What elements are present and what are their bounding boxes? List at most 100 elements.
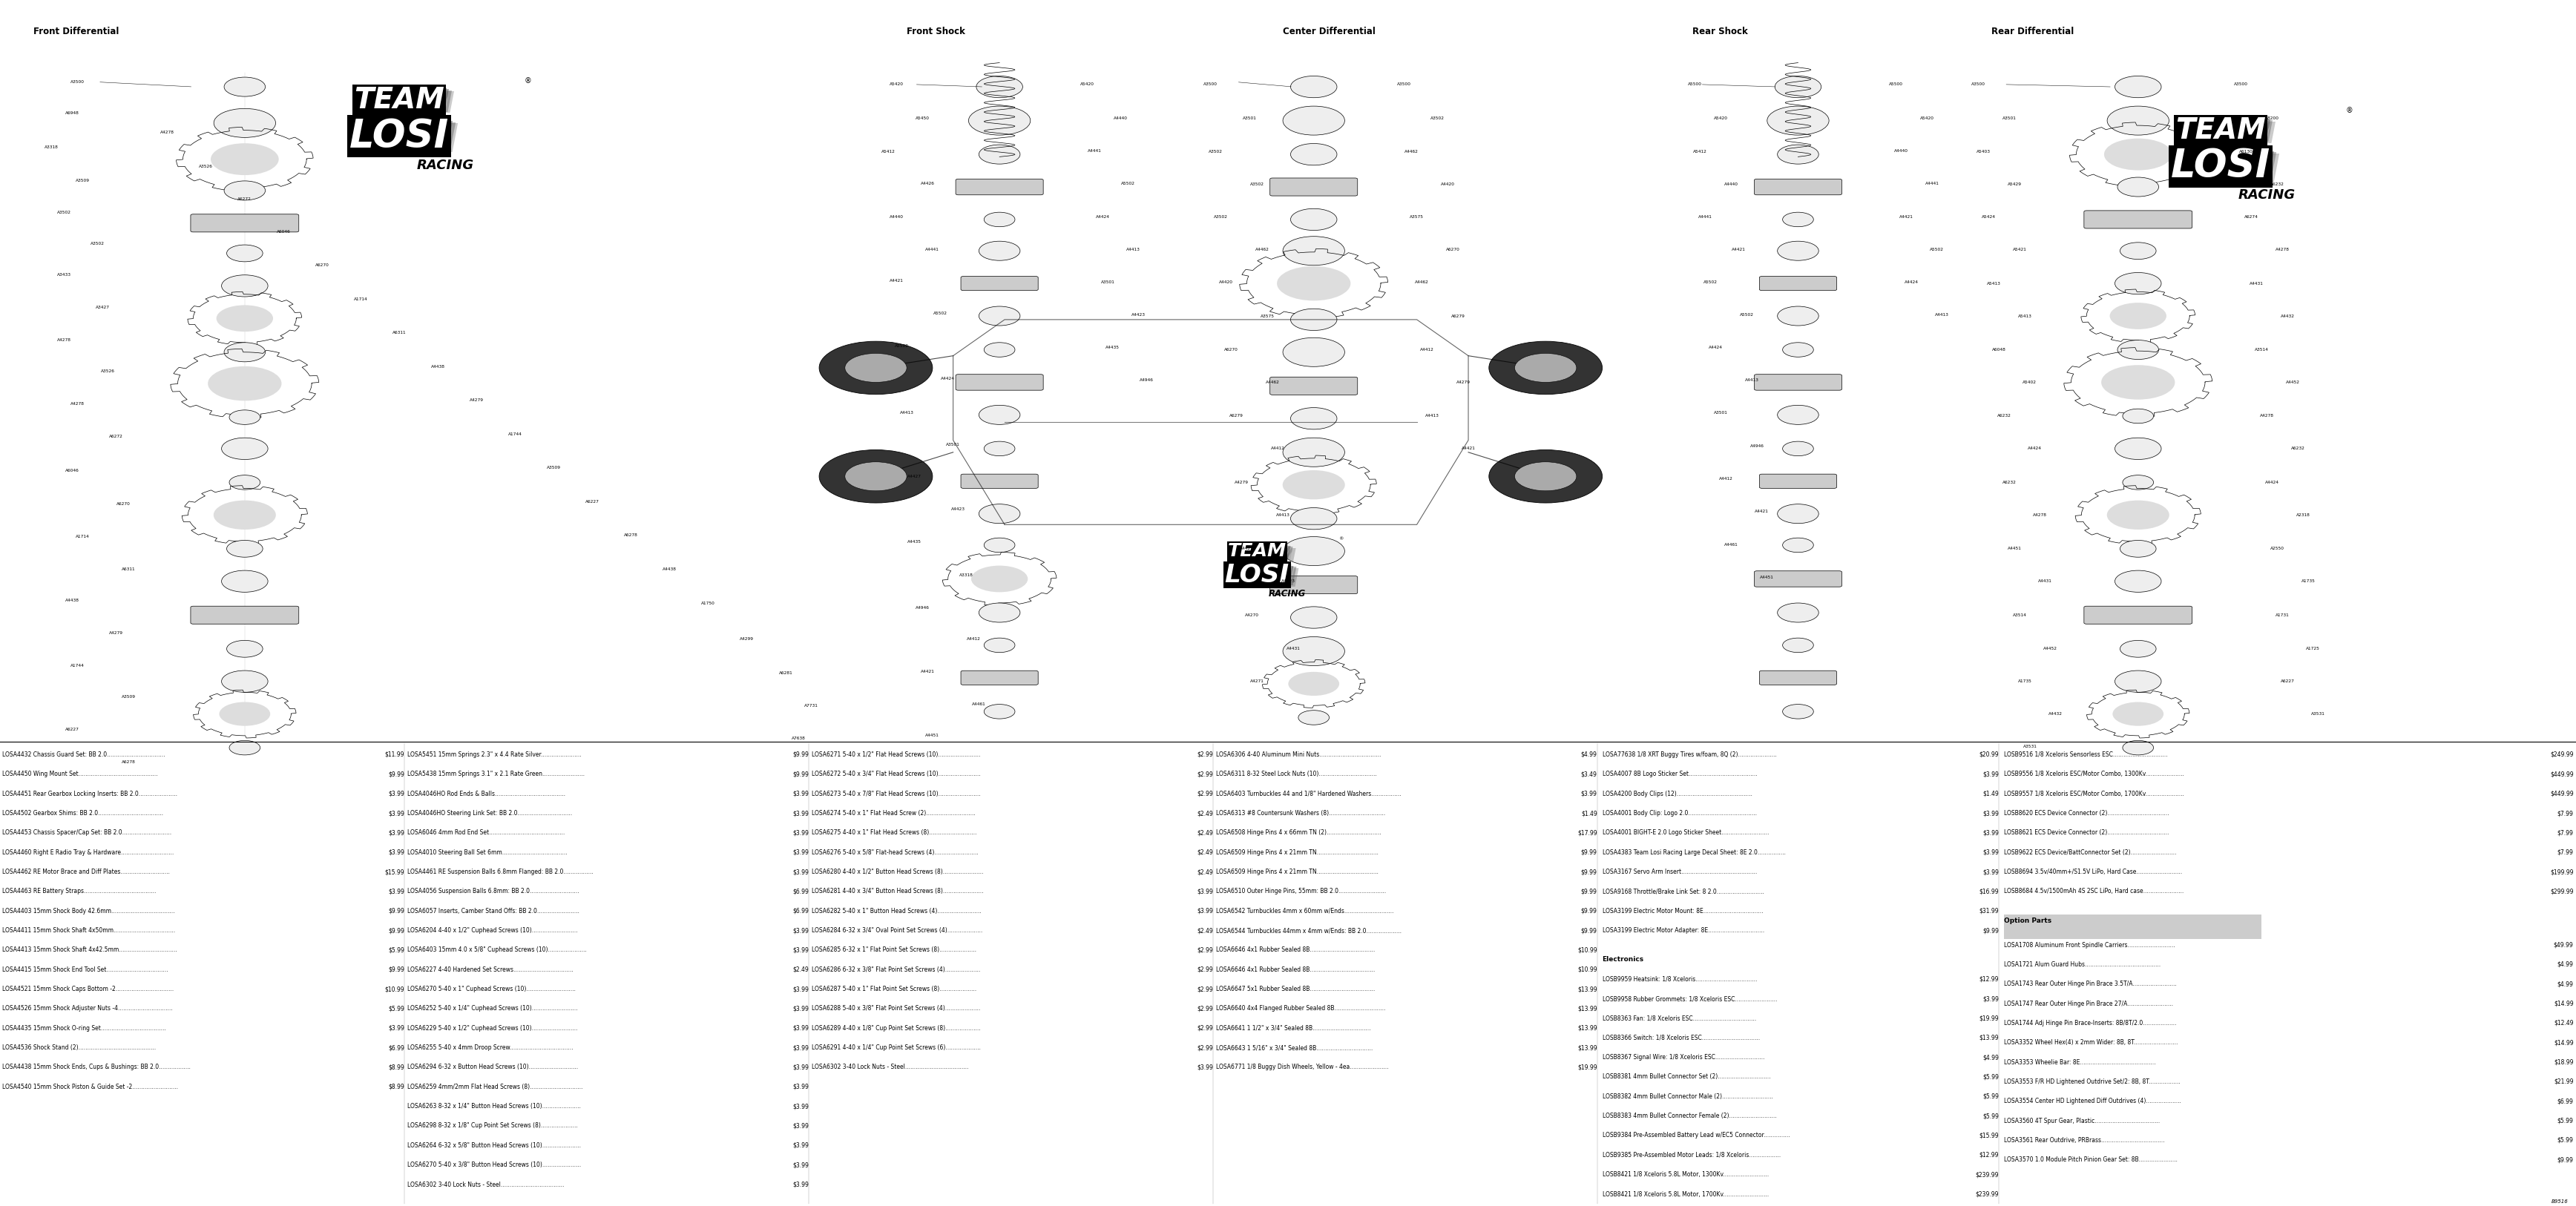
Text: A5502: A5502 xyxy=(933,311,948,316)
Text: LOSA4046HO Steering Link Set: BB 2.0...............................: LOSA4046HO Steering Link Set: BB 2.0....… xyxy=(407,810,572,816)
Text: A5420: A5420 xyxy=(889,82,904,87)
Text: A5500: A5500 xyxy=(1888,82,1904,87)
Circle shape xyxy=(2102,365,2174,399)
Circle shape xyxy=(2112,702,2164,726)
Text: A6232: A6232 xyxy=(1996,414,2012,418)
Circle shape xyxy=(2115,76,2161,98)
Text: LOSB8421 1/8 Xceloris 5.8L Motor, 1700Kv..........................: LOSB8421 1/8 Xceloris 5.8L Motor, 1700Kv… xyxy=(1602,1190,1770,1198)
Text: $7.99: $7.99 xyxy=(2558,849,2573,856)
Text: LOSI: LOSI xyxy=(1226,564,1293,589)
Text: LOSA1744 Adj Hinge Pin Brace-Inserts: 8B/8T/2.0...................: LOSA1744 Adj Hinge Pin Brace-Inserts: 8B… xyxy=(2004,1020,2177,1026)
Text: $3.99: $3.99 xyxy=(793,1103,809,1110)
Circle shape xyxy=(1767,106,1829,135)
Text: A3500: A3500 xyxy=(70,80,85,84)
Circle shape xyxy=(1783,538,1814,552)
Text: A6279: A6279 xyxy=(1450,314,1466,318)
FancyBboxPatch shape xyxy=(2084,211,2192,228)
Circle shape xyxy=(2107,500,2169,529)
Text: A4424: A4424 xyxy=(940,376,956,381)
Text: LOSI: LOSI xyxy=(2172,147,2269,186)
Text: LOSA6306 4-40 Aluminum Mini Nuts...................................: LOSA6306 4-40 Aluminum Mini Nuts........… xyxy=(1216,751,1381,759)
Text: LOSA6270 5-40 x 3/8" Button Head Screws (10)......................: LOSA6270 5-40 x 3/8" Button Head Screws … xyxy=(407,1161,580,1169)
Text: $49.99: $49.99 xyxy=(2553,942,2573,948)
Text: Front Shock: Front Shock xyxy=(907,27,966,36)
Text: A4432: A4432 xyxy=(2048,712,2063,716)
Text: $18.99: $18.99 xyxy=(2553,1059,2573,1066)
Text: A3502: A3502 xyxy=(57,210,72,215)
Text: A3526: A3526 xyxy=(100,369,116,374)
Text: $4.99: $4.99 xyxy=(1984,1054,1999,1061)
FancyBboxPatch shape xyxy=(1754,374,1842,391)
Text: A4279: A4279 xyxy=(469,398,484,403)
FancyBboxPatch shape xyxy=(1270,377,1358,394)
Circle shape xyxy=(2105,139,2172,170)
Text: A5500: A5500 xyxy=(1687,82,1703,87)
Text: LOSA6204 4-40 x 1/2" Cuphead Screws (10)..........................: LOSA6204 4-40 x 1/2" Cuphead Screws (10)… xyxy=(407,927,577,933)
Text: $3.99: $3.99 xyxy=(1582,790,1597,797)
Text: LOSA4010 Steering Ball Set 6mm.....................................: LOSA4010 Steering Ball Set 6mm..........… xyxy=(407,849,567,856)
Text: $3.99: $3.99 xyxy=(389,830,404,836)
Text: A6270: A6270 xyxy=(314,263,330,268)
Circle shape xyxy=(2120,540,2156,557)
Circle shape xyxy=(979,145,1020,164)
Text: A4421: A4421 xyxy=(920,669,935,674)
Text: $9.99: $9.99 xyxy=(1984,927,1999,933)
Text: $2.99: $2.99 xyxy=(1198,1044,1213,1052)
Text: LOSA4001 BIGHT-E 2.0 Logo Sticker Sheet...........................: LOSA4001 BIGHT-E 2.0 Logo Sticker Sheet.… xyxy=(1602,830,1770,836)
Text: A4440: A4440 xyxy=(1113,116,1128,121)
Text: $2.99: $2.99 xyxy=(1198,947,1213,954)
Text: $8.99: $8.99 xyxy=(389,1064,404,1071)
Text: A2550: A2550 xyxy=(2269,546,2285,551)
Text: A4421: A4421 xyxy=(1899,215,1914,219)
Text: TEAM: TEAM xyxy=(2177,117,2269,146)
Text: LOSA4451 Rear Gearbox Locking Inserts: BB 2.0......................: LOSA4451 Rear Gearbox Locking Inserts: B… xyxy=(3,790,178,797)
Text: A3427: A3427 xyxy=(95,305,111,310)
Text: $199.99: $199.99 xyxy=(2550,868,2573,876)
Text: LOSI: LOSI xyxy=(350,117,448,156)
Text: LOSA6271 5-40 x 1/2" Flat Head Screws (10)........................: LOSA6271 5-40 x 1/2" Flat Head Screws (1… xyxy=(811,751,979,759)
Text: A4431: A4431 xyxy=(1285,646,1301,651)
Text: $13.99: $13.99 xyxy=(1978,1035,1999,1041)
Text: A4431: A4431 xyxy=(2249,281,2264,286)
Circle shape xyxy=(979,241,1020,260)
Text: LOSB9958 Rubber Grommets: 1/8 Xceloris ESC........................: LOSB9958 Rubber Grommets: 1/8 Xceloris E… xyxy=(1602,995,1777,1002)
Text: $2.99: $2.99 xyxy=(1198,966,1213,973)
Circle shape xyxy=(1291,607,1337,628)
Text: A7731: A7731 xyxy=(804,703,819,708)
Text: Option Parts: Option Parts xyxy=(2004,918,2050,924)
Circle shape xyxy=(2117,340,2159,359)
Text: A3501: A3501 xyxy=(1100,280,1115,285)
Text: A4278: A4278 xyxy=(2259,414,2275,418)
Text: $9.99: $9.99 xyxy=(389,908,404,914)
Text: $3.99: $3.99 xyxy=(793,927,809,933)
Text: $9.99: $9.99 xyxy=(389,966,404,973)
Text: LOSA6273 5-40 x 7/8" Flat Head Screws (10)........................: LOSA6273 5-40 x 7/8" Flat Head Screws (1… xyxy=(811,790,981,797)
Text: A4441: A4441 xyxy=(1087,148,1103,153)
Text: Front Differential: Front Differential xyxy=(33,27,118,36)
Text: LOSA6287 5-40 x 1" Flat Point Set Screws (8).....................: LOSA6287 5-40 x 1" Flat Point Set Screws… xyxy=(811,985,976,993)
Text: A6046: A6046 xyxy=(276,229,291,234)
Circle shape xyxy=(2120,640,2156,657)
Text: A6278: A6278 xyxy=(121,760,137,765)
Text: $4.99: $4.99 xyxy=(2558,980,2573,988)
Text: $2.49: $2.49 xyxy=(1198,830,1213,836)
Circle shape xyxy=(984,638,1015,652)
Text: LOSI: LOSI xyxy=(2174,148,2272,187)
Text: $2.49: $2.49 xyxy=(1198,868,1213,876)
Text: A4441: A4441 xyxy=(1698,215,1713,219)
Text: A1725: A1725 xyxy=(2306,646,2321,651)
Text: LOSA4453 Chassis Spacer/Cap Set: BB 2.0............................: LOSA4453 Chassis Spacer/Cap Set: BB 2.0.… xyxy=(3,830,173,836)
Text: TEAM: TEAM xyxy=(2184,121,2277,150)
Text: A6227: A6227 xyxy=(2280,679,2295,684)
FancyBboxPatch shape xyxy=(961,276,1038,291)
Text: LOSA1721 Alum Guard Hubs...........................................: LOSA1721 Alum Guard Hubs................… xyxy=(2004,961,2161,968)
Text: A6227: A6227 xyxy=(64,727,80,732)
Text: LOSA6313 #8 Countersunk Washers (8)................................: LOSA6313 #8 Countersunk Washers (8).....… xyxy=(1216,810,1386,816)
Circle shape xyxy=(1283,637,1345,666)
Text: LOSI: LOSI xyxy=(1234,568,1301,592)
Text: LOSA5451 15mm Springs 2.3" x 4.4 Rate Silver.......................: LOSA5451 15mm Springs 2.3" x 4.4 Rate Si… xyxy=(407,751,582,759)
Text: Rear Differential: Rear Differential xyxy=(1991,27,2074,36)
Text: $3.99: $3.99 xyxy=(389,1025,404,1031)
Text: A6274: A6274 xyxy=(2244,215,2259,219)
Text: $449.99: $449.99 xyxy=(2550,771,2573,778)
